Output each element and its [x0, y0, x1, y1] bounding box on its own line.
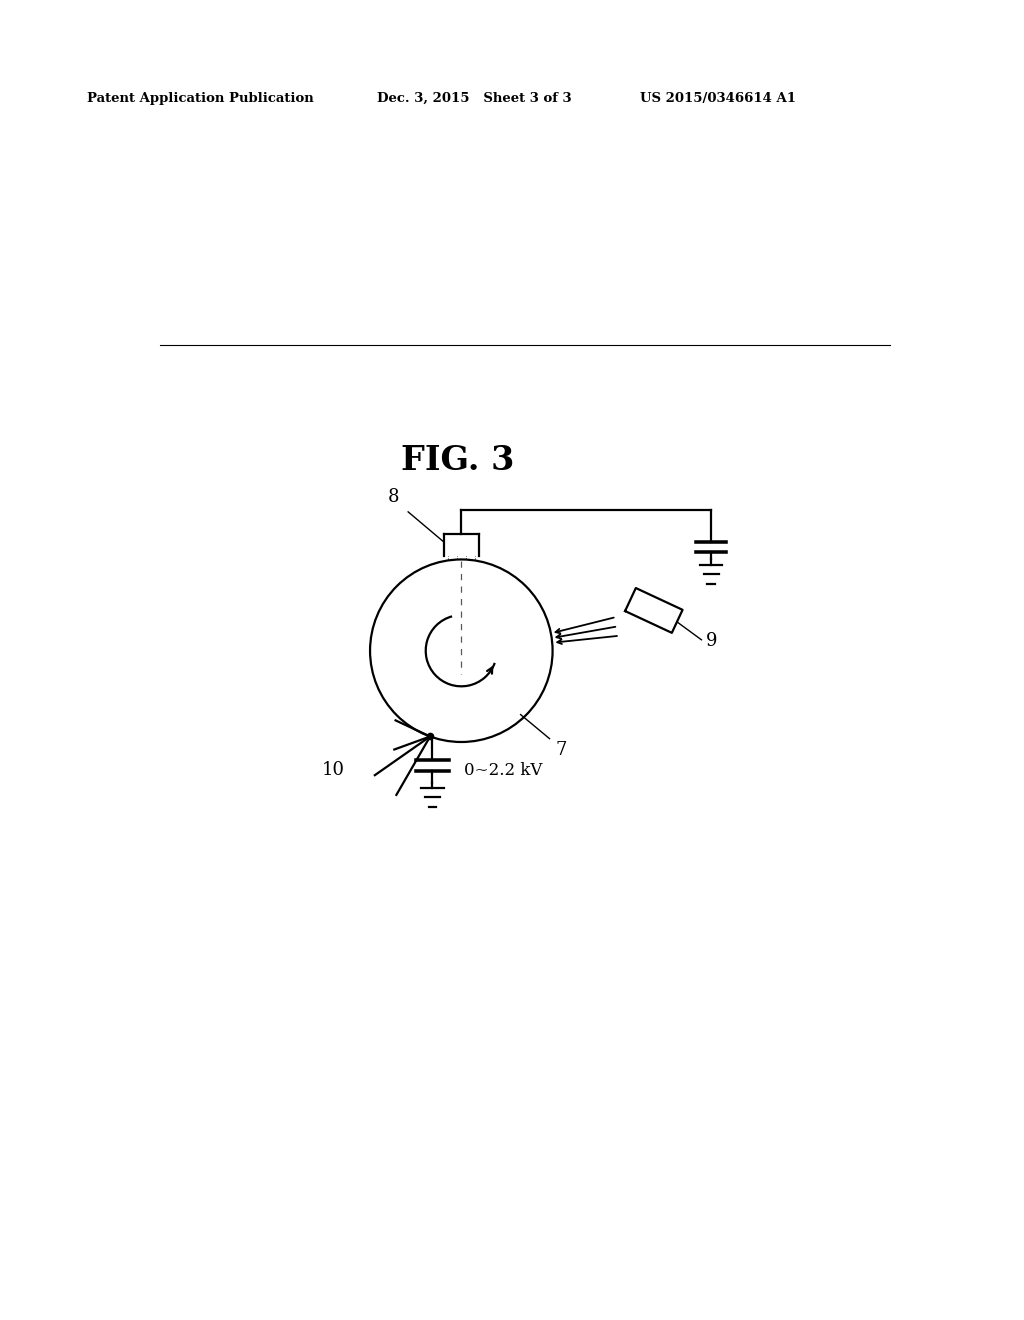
Text: 8: 8 — [388, 488, 399, 507]
Text: 0~2.2 kV: 0~2.2 kV — [464, 762, 543, 779]
Text: 9: 9 — [706, 632, 717, 651]
Text: 7: 7 — [556, 741, 567, 759]
Text: Patent Application Publication: Patent Application Publication — [87, 91, 313, 104]
Text: 10: 10 — [322, 762, 345, 779]
Text: Dec. 3, 2015   Sheet 3 of 3: Dec. 3, 2015 Sheet 3 of 3 — [377, 91, 571, 104]
Text: FIG. 3: FIG. 3 — [400, 444, 514, 477]
Text: US 2015/0346614 A1: US 2015/0346614 A1 — [640, 91, 796, 104]
